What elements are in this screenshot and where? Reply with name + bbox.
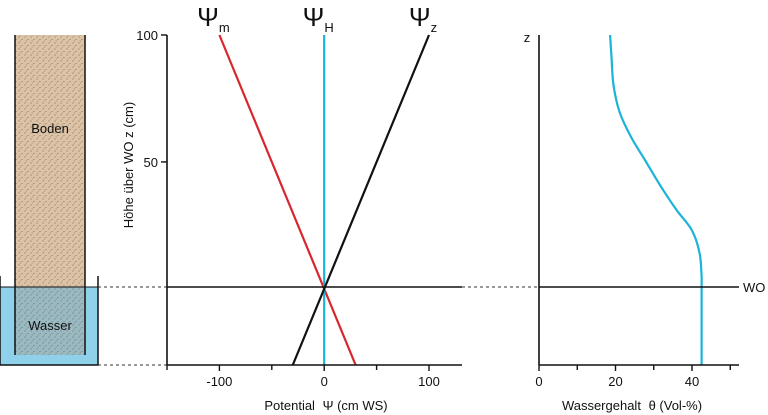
y-tick-label-potential: 100 [136,28,158,43]
soil-column-diagram: Boden Wasser [0,35,99,366]
x-tick-label-potential: -100 [206,374,232,389]
x-axis-label-potential-text: Potential [264,398,315,413]
series-label-psi-H: ΨH [303,2,334,35]
water-content-curve [609,34,703,366]
soil-column-saturated [15,287,85,355]
series-label-symbol: Ψ [409,2,431,32]
x-axis-label-potential-symbol: Ψ [323,398,334,413]
water-label: Wasser [28,318,72,333]
soil-label: Boden [31,121,69,136]
water-content-chart: 0 20 40 z Wassergehalt θ (Vol-%) [524,30,739,413]
series-label-psi-z: Ψz [409,2,437,35]
x-tick-label-potential: 100 [418,374,440,389]
series-label-symbol: Ψ [303,2,325,32]
x-tick-label-water: 20 [608,374,622,389]
wo-label: WO [743,280,765,295]
basin-outline [0,276,99,366]
x-axis-label-water-text: Wassergehalt [562,398,641,413]
series-label-subscript: z [431,20,438,35]
x-axis-label-potential-unit: (cm WS) [337,398,388,413]
x-axis-label-water-symbol: θ [649,398,656,413]
x-axis-label-water: Wassergehalt θ (Vol-%) [562,398,702,413]
x-axis-label-potential: Potential Ψ (cm WS) [264,398,387,413]
series-label-symbol: Ψ [197,2,219,32]
y-tick-label-potential: 50 [144,155,158,170]
y-axis-label-water: z [524,30,531,45]
series-label-subscript: m [219,20,230,35]
y-axis-label-potential: Höhe über WO z (cm) [121,102,136,228]
x-tick-label-potential: 0 [321,374,328,389]
series-label-subscript: H [324,20,333,35]
series-line-psi-z [291,34,431,366]
x-tick-label-water: 40 [685,374,699,389]
series-label-psi-m: Ψm [197,2,230,35]
x-tick-label-water: 0 [535,374,542,389]
x-axis-label-water-unit: (Vol-%) [659,398,702,413]
series-line-psi-m [218,34,357,366]
